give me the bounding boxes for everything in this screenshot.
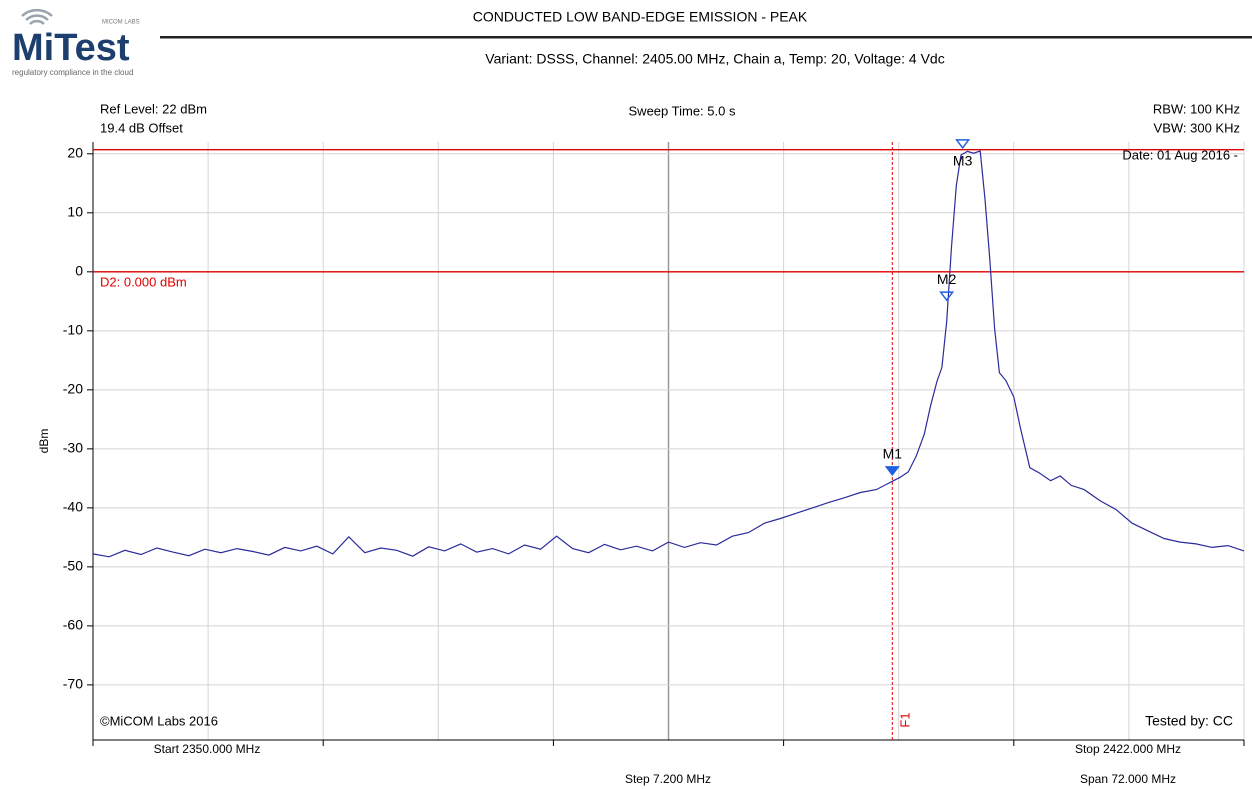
title-rule <box>160 36 1252 39</box>
marker-label: M2 <box>937 271 957 287</box>
y-tick-label: -40 <box>63 499 83 515</box>
y-tick-label: -70 <box>63 676 83 692</box>
logo-maker: MICOM LABS <box>102 20 140 26</box>
logo-brand: MiTest <box>12 27 130 69</box>
chart-subtitle: Variant: DSSS, Channel: 2405.00 MHz, Cha… <box>485 51 944 67</box>
logo-tagline: regulatory compliance in the cloud <box>12 68 133 77</box>
y-tick-label: -20 <box>63 381 83 397</box>
ref-level: Ref Level: 22 dBm <box>100 101 207 116</box>
y-tick-label: 10 <box>67 204 83 220</box>
marker <box>939 291 955 302</box>
copyright: ©MiCOM Labs 2016 <box>100 713 218 728</box>
sweep-time: Sweep Time: 5.0 s <box>629 103 736 118</box>
chart-title: CONDUCTED LOW BAND-EDGE EMISSION - PEAK <box>473 9 808 25</box>
trace <box>92 150 1245 558</box>
display-line-label: D2: 0.000 dBm <box>100 274 187 289</box>
y-tick-label: -50 <box>63 558 83 574</box>
tested-by: Tested by: CC <box>1145 713 1233 729</box>
logo-icon <box>21 8 53 25</box>
y-tick-label: 0 <box>75 263 83 279</box>
plot: 20 10 0 -10 -20 -30 -40 -50 -60 -70 D2: 0.000 dBm F… <box>63 139 1245 746</box>
y-axis-label: dBm <box>37 429 51 454</box>
span-freq: Span 72.000 MHz <box>1080 772 1176 786</box>
marker <box>884 466 900 477</box>
vbw: VBW: 300 KHz <box>1154 120 1240 135</box>
y-tick-label: -60 <box>63 617 83 633</box>
y-tick-label: -30 <box>63 440 83 456</box>
start-freq: Start 2350.000 MHz <box>154 742 261 756</box>
marker-label: M1 <box>883 446 903 462</box>
logo: MiTest MICOM LABS regulatory compliance … <box>12 8 140 77</box>
stop-freq: Stop 2422.000 MHz <box>1075 742 1181 756</box>
date: Date: 01 Aug 2016 - <box>1122 147 1238 162</box>
step-freq: Step 7.200 MHz <box>625 772 711 786</box>
offset: 19.4 dB Offset <box>100 120 183 135</box>
marker <box>955 139 971 150</box>
marker-label: M3 <box>953 153 973 169</box>
y-tick-label: 20 <box>67 145 83 161</box>
rbw: RBW: 100 KHz <box>1153 101 1240 116</box>
frequency-line-label: F1 <box>898 712 913 727</box>
y-tick-label: -10 <box>63 322 83 338</box>
